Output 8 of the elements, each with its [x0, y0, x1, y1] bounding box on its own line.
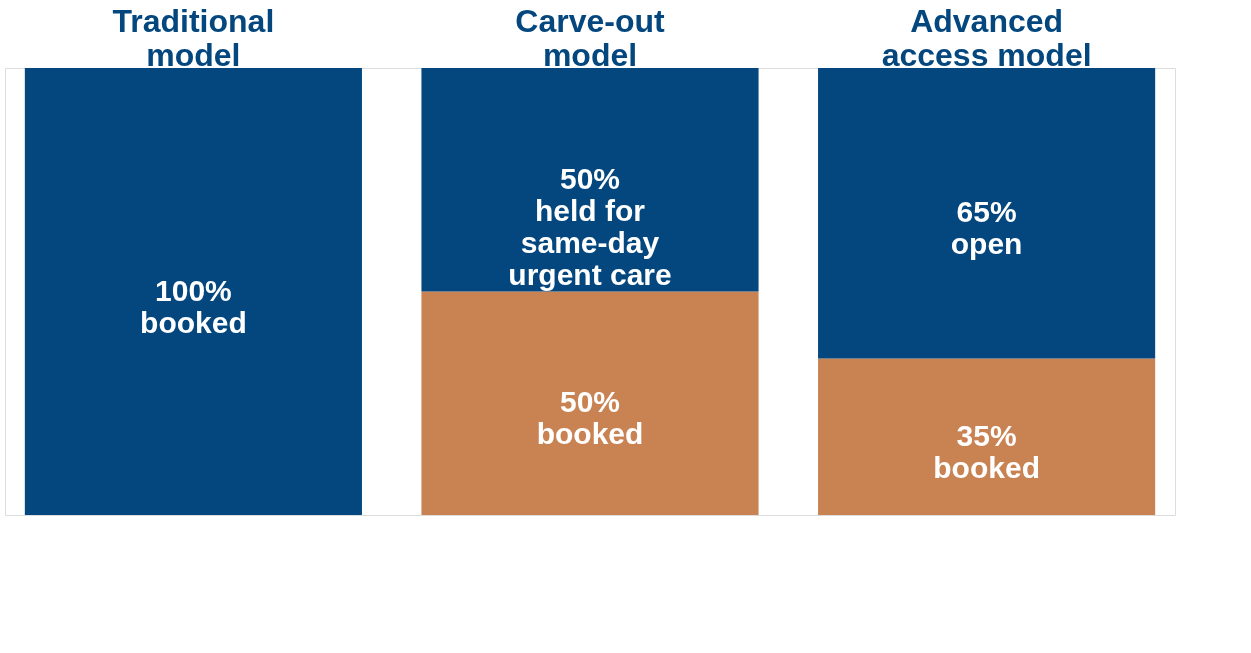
x-tick-label: Traditional model: [112, 2, 275, 73]
data-label: 35% booked: [933, 418, 1040, 484]
x-tick-label: Advanced access model: [881, 2, 1092, 73]
data-label: 50% booked: [536, 385, 644, 451]
data-label: 65% open: [950, 195, 1023, 261]
x-tick-label: Carve-out model: [515, 2, 666, 73]
data-label: 50% held for same-day urgent care: [508, 161, 672, 291]
data-label: 100% booked: [140, 273, 247, 339]
